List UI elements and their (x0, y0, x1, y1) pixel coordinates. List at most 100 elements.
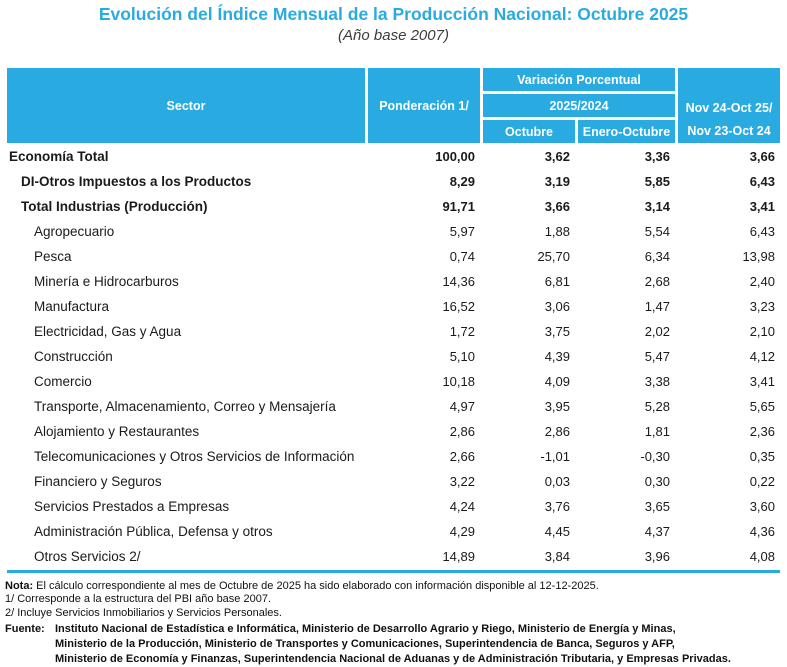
enero-octubre-cell: 6,34 (644, 249, 670, 264)
table-row: Economía Total 100,00 3,62 3,36 3,66 (7, 144, 780, 169)
table-row: Electricidad, Gas y Agua 1,72 3,75 2,02 … (7, 319, 780, 344)
octubre-cell: -1,01 (540, 449, 570, 464)
ponderacion-cell: 4,29 (449, 524, 475, 539)
nov-cell: 4,08 (749, 549, 775, 564)
enero-octubre-cell: 4,37 (644, 524, 670, 539)
table-row: Pesca 0,74 25,70 6,34 13,98 (7, 244, 780, 269)
nov-cell: 5,65 (749, 399, 775, 414)
nota-text: El cálculo correspondiente al mes de Oct… (36, 580, 599, 592)
nov-cell: 2,10 (749, 324, 775, 339)
enero-octubre-cell: 5,54 (644, 224, 670, 239)
nov-cell: 6,43 (749, 174, 775, 189)
ponderacion-cell: 4,24 (449, 499, 475, 514)
enero-octubre-cell: 1,81 (644, 424, 670, 439)
header-octubre: Octubre (483, 120, 575, 143)
ponderacion-cell: 100,00 (435, 149, 475, 164)
enero-octubre-cell: 0,30 (644, 474, 670, 489)
fuente-line: Ministerio de Economía y Finanzas, Super… (55, 653, 731, 665)
octubre-cell: 3,76 (544, 499, 570, 514)
table-row: Transporte, Almacenamiento, Correo y Men… (7, 394, 780, 419)
nov-cell: 4,12 (749, 349, 775, 364)
ponderacion-cell: 1,72 (449, 324, 475, 339)
footnote-1: 1/ Corresponde a la estructura del PBI a… (5, 593, 272, 605)
fuente-line: Ministerio de la Producción, Ministerio … (55, 638, 675, 650)
table-row: Total Industrias (Producción) 91,71 3,66… (7, 194, 780, 219)
ponderacion-cell: 4,97 (449, 399, 475, 414)
header-nov-line1: Nov 24-Oct 25/ (685, 101, 773, 115)
sector-cell: Otros Servicios 2/ (34, 549, 141, 564)
enero-octubre-cell: 3,65 (644, 499, 670, 514)
enero-octubre-cell: 5,28 (644, 399, 670, 414)
octubre-cell: 4,09 (544, 374, 570, 389)
ponderacion-cell: 5,97 (449, 224, 475, 239)
sector-cell: Comercio (34, 374, 92, 389)
octubre-cell: 3,66 (544, 199, 570, 214)
nov-cell: 4,36 (749, 524, 775, 539)
header-2025-2024: 2025/2024 (483, 94, 675, 117)
enero-octubre-cell: 3,36 (644, 149, 670, 164)
header-enero-octubre: Enero-Octubre (578, 120, 675, 143)
sector-cell: Pesca (34, 249, 72, 264)
octubre-cell: 6,81 (544, 274, 570, 289)
header-nov-period: Nov 24-Oct 25/ Nov 23-Oct 24 (678, 68, 780, 143)
nov-cell: 6,43 (749, 224, 775, 239)
ponderacion-cell: 5,10 (449, 349, 475, 364)
table-row: Servicios Prestados a Empresas 4,24 3,76… (7, 494, 780, 519)
table-row: Administración Pública, Defensa y otros … (7, 519, 780, 544)
enero-octubre-cell: 2,02 (644, 324, 670, 339)
enero-octubre-cell: 3,14 (644, 199, 670, 214)
ponderacion-cell: 16,52 (442, 299, 475, 314)
sector-cell: Minería e Hidrocarburos (34, 274, 179, 289)
nota-line: Nota: El cálculo correspondiente al mes … (5, 579, 782, 593)
octubre-cell: 4,45 (544, 524, 570, 539)
sector-cell: DI-Otros Impuestos a los Productos (21, 174, 252, 189)
ponderacion-cell: 3,22 (449, 474, 475, 489)
table-row: Telecomunicaciones y Otros Servicios de … (7, 444, 780, 469)
nota-label: Nota: (5, 580, 34, 592)
octubre-cell: 1,88 (544, 224, 570, 239)
nov-cell: 3,41 (749, 374, 775, 389)
enero-octubre-cell: 3,38 (644, 374, 670, 389)
page-subtitle: (Año base 2007) (338, 27, 449, 44)
footer-notes: Nota: El cálculo correspondiente al mes … (5, 579, 782, 667)
header-sector: Sector (7, 68, 365, 143)
sector-cell: Alojamiento y Restaurantes (34, 424, 200, 439)
document-page: Evolución del Índice Mensual de la Produ… (0, 3, 787, 667)
nov-cell: 2,36 (749, 424, 775, 439)
header-ponderacion: Ponderación 1/ (368, 68, 480, 143)
octubre-cell: 3,75 (544, 324, 570, 339)
table-body: Economía Total 100,00 3,62 3,36 3,66 DI-… (7, 144, 780, 569)
footnote-2: 2/ Incluye Servicios Inmobiliarios y Ser… (5, 606, 282, 619)
sector-cell: Financiero y Seguros (34, 474, 162, 489)
sector-cell: Manufactura (34, 299, 110, 314)
sector-cell: Telecomunicaciones y Otros Servicios de … (34, 449, 355, 464)
ponderacion-cell: 10,18 (442, 374, 475, 389)
table-bottom-rule (7, 570, 780, 573)
ponderacion-cell: 91,71 (442, 199, 475, 214)
octubre-cell: 0,03 (544, 474, 570, 489)
fuente-line: Instituto Nacional de Estadística e Info… (55, 623, 676, 635)
enero-octubre-cell: -0,30 (640, 449, 670, 464)
octubre-cell: 3,95 (544, 399, 570, 414)
page-title: Evolución del Índice Mensual de la Produ… (98, 4, 689, 24)
table-row: DI-Otros Impuestos a los Productos 8,29 … (7, 169, 780, 194)
nov-cell: 3,41 (749, 199, 775, 214)
table-row: Comercio 10,18 4,09 3,38 3,41 (7, 369, 780, 394)
octubre-cell: 3,84 (544, 549, 570, 564)
octubre-cell: 3,62 (544, 149, 570, 164)
table-row: Manufactura 16,52 3,06 1,47 3,23 (7, 294, 780, 319)
table-row: Minería e Hidrocarburos 14,36 6,81 2,68 … (7, 269, 780, 294)
fuente-lines: Instituto Nacional de Estadística e Info… (55, 622, 731, 667)
sector-cell: Servicios Prestados a Empresas (34, 499, 230, 514)
ponderacion-cell: 2,66 (449, 449, 475, 464)
ponderacion-cell: 2,86 (449, 424, 475, 439)
sector-cell: Construcción (34, 349, 113, 364)
header-variacion-porcentual: Variación Porcentual (483, 68, 675, 91)
nov-cell: 13,98 (742, 249, 775, 264)
production-index-table: Sector Ponderación 1/ Variación Porcentu… (7, 68, 780, 573)
nov-cell: 3,66 (749, 149, 775, 164)
ponderacion-cell: 8,29 (449, 174, 475, 189)
sector-cell: Agropecuario (34, 224, 115, 239)
nov-cell: 0,22 (749, 474, 775, 489)
enero-octubre-cell: 1,47 (644, 299, 670, 314)
